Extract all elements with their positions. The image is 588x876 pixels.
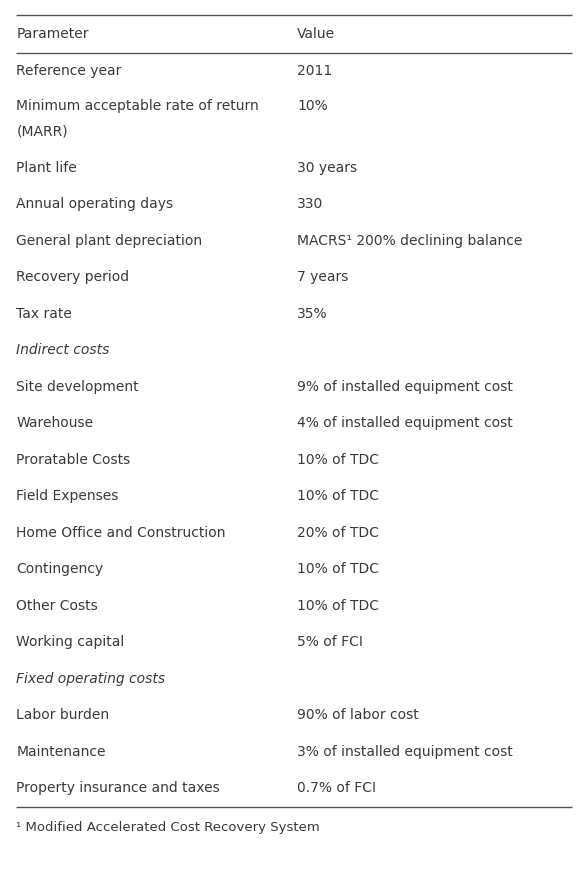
Text: Site development: Site development	[16, 380, 139, 393]
Text: 4% of installed equipment cost: 4% of installed equipment cost	[297, 416, 513, 430]
Text: Reference year: Reference year	[16, 64, 122, 78]
Text: 10% of TDC: 10% of TDC	[297, 599, 379, 612]
Text: 35%: 35%	[297, 307, 328, 321]
Text: 2011: 2011	[297, 64, 332, 78]
Text: Indirect costs: Indirect costs	[16, 343, 110, 357]
Text: Contingency: Contingency	[16, 562, 103, 576]
Text: 20% of TDC: 20% of TDC	[297, 526, 379, 540]
Text: General plant depreciation: General plant depreciation	[16, 234, 203, 248]
Text: Tax rate: Tax rate	[16, 307, 72, 321]
Text: 10% of TDC: 10% of TDC	[297, 562, 379, 576]
Text: Warehouse: Warehouse	[16, 416, 93, 430]
Text: 7 years: 7 years	[297, 271, 348, 284]
Text: 3% of installed equipment cost: 3% of installed equipment cost	[297, 745, 513, 759]
Text: Plant life: Plant life	[16, 161, 77, 174]
Text: (MARR): (MARR)	[16, 124, 68, 138]
Text: 5% of FCI: 5% of FCI	[297, 635, 363, 649]
Text: Recovery period: Recovery period	[16, 271, 129, 284]
Text: Home Office and Construction: Home Office and Construction	[16, 526, 226, 540]
Text: 90% of labor cost: 90% of labor cost	[297, 709, 419, 722]
Text: ¹ Modified Accelerated Cost Recovery System: ¹ Modified Accelerated Cost Recovery Sys…	[16, 821, 320, 834]
Text: 10%: 10%	[297, 99, 328, 113]
Text: 10% of TDC: 10% of TDC	[297, 453, 379, 467]
Text: 330: 330	[297, 197, 323, 211]
Text: 0.7% of FCI: 0.7% of FCI	[297, 781, 376, 795]
Text: Annual operating days: Annual operating days	[16, 197, 173, 211]
Text: Parameter: Parameter	[16, 27, 89, 41]
Text: Other Costs: Other Costs	[16, 599, 98, 612]
Text: MACRS¹ 200% declining balance: MACRS¹ 200% declining balance	[297, 234, 522, 248]
Text: Labor burden: Labor burden	[16, 709, 109, 722]
Text: 30 years: 30 years	[297, 161, 357, 174]
Text: Working capital: Working capital	[16, 635, 125, 649]
Text: Field Expenses: Field Expenses	[16, 490, 119, 503]
Text: Property insurance and taxes: Property insurance and taxes	[16, 781, 220, 795]
Text: Value: Value	[297, 27, 335, 41]
Text: Maintenance: Maintenance	[16, 745, 106, 759]
Text: 9% of installed equipment cost: 9% of installed equipment cost	[297, 380, 513, 393]
Text: Minimum acceptable rate of return: Minimum acceptable rate of return	[16, 99, 259, 113]
Text: Proratable Costs: Proratable Costs	[16, 453, 131, 467]
Text: Fixed operating costs: Fixed operating costs	[16, 672, 166, 686]
Text: 10% of TDC: 10% of TDC	[297, 490, 379, 503]
